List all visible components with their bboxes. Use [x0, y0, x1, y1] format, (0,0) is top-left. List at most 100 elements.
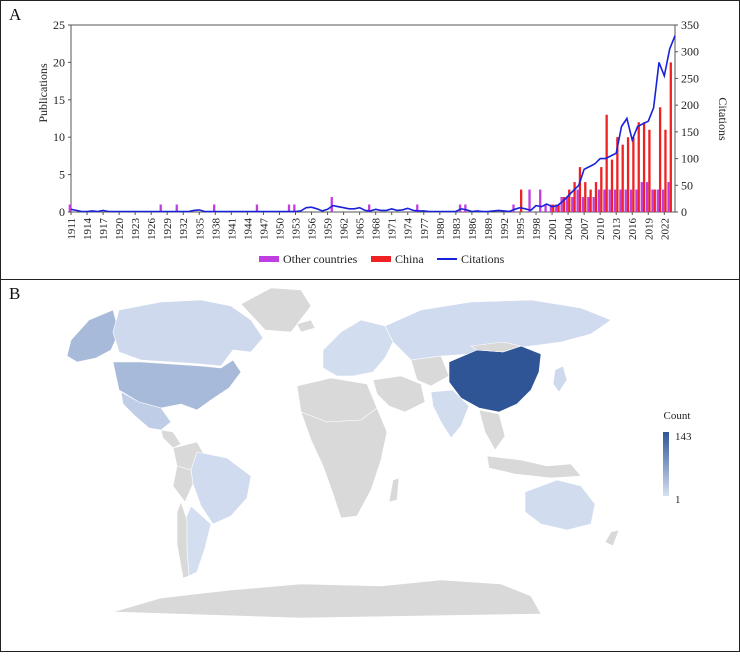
bar-other-countries: [571, 197, 574, 212]
region-peru: [172, 465, 194, 503]
y-axis-ticks: 0 5 10 15 20 25: [53, 18, 71, 219]
y2-tick-label: 250: [681, 71, 699, 85]
x-axis-ticks: 1911 1914 1917 1920 1923 1926 1929 1932 1935 1938…: [66, 212, 671, 240]
bar-china: [642, 122, 646, 212]
panel-a-label: A: [9, 5, 22, 24]
x-tick-label: 1938: [210, 218, 222, 241]
bar-china: [658, 107, 662, 212]
x-tick-label: 1965: [355, 218, 367, 241]
x-tick-label: 1920: [114, 218, 126, 241]
x-tick-label: 1926: [146, 218, 158, 241]
bar-other-countries: [667, 182, 670, 212]
legend-label-china: China: [395, 252, 424, 266]
map-legend-title: Count: [664, 410, 691, 422]
x-tick-label: 1986: [467, 218, 479, 241]
x-tick-label: 1995: [515, 218, 527, 241]
other-countries-bars: [68, 182, 670, 212]
y-tick-label: 15: [53, 93, 65, 107]
x-tick-label: 1944: [242, 218, 254, 241]
panel-b-label: B: [9, 284, 21, 303]
bar-china: [578, 167, 582, 212]
world-map: Count 143 1: [66, 287, 692, 619]
bar-other-countries: [287, 204, 291, 212]
x-tick-label: 1974: [403, 218, 415, 241]
bar-other-countries: [651, 189, 654, 212]
panel-a: A 0 5 10 15 20 25 0 50 100 150 200 250 300 350 1911 1…: [0, 0, 740, 280]
bar-other-countries: [603, 189, 606, 212]
x-tick-label: 1941: [226, 218, 238, 240]
bar-other-countries: [213, 204, 216, 212]
y2-tick-label: 50: [681, 178, 693, 192]
legend-label-other: Other countries: [283, 252, 358, 266]
y-tick-label: 0: [59, 205, 65, 219]
x-tick-label: 1911: [66, 218, 78, 240]
bar-china: [600, 167, 603, 212]
legend-label-citations: Citations: [461, 252, 505, 266]
x-tick-label: 1947: [258, 218, 270, 241]
bar-other-countries: [539, 189, 542, 212]
x-tick-label: 1971: [387, 218, 399, 240]
region-australia: [524, 479, 596, 531]
x-tick-label: 1983: [451, 218, 463, 241]
bar-other-countries: [555, 204, 558, 212]
x-tick-label: 1923: [130, 218, 142, 241]
x-tick-label: 1998: [531, 218, 543, 241]
bar-other-countries: [255, 204, 259, 212]
region-indonesia: [486, 455, 582, 479]
y2-tick-label: 100: [681, 152, 699, 166]
y2-axis-label: Citations: [716, 97, 730, 141]
legend-swatch-other: [259, 256, 279, 262]
bar-other-countries: [368, 204, 371, 212]
y-tick-label: 5: [59, 168, 65, 182]
y2-tick-label: 300: [681, 45, 699, 59]
bar-other-countries: [629, 189, 633, 212]
bar-china: [637, 122, 640, 212]
bar-china: [626, 137, 630, 212]
region-new-zealand: [604, 529, 620, 547]
bar-other-countries: [619, 189, 622, 212]
bar-other-countries: [293, 204, 296, 212]
region-madagascar: [388, 477, 400, 503]
bar-china: [584, 182, 587, 212]
x-tick-label: 2019: [643, 218, 655, 241]
y2-tick-label: 150: [681, 125, 699, 139]
bar-other-countries: [544, 204, 547, 212]
bar-other-countries: [635, 189, 638, 212]
x-tick-label: 1935: [194, 218, 206, 241]
region-iceland: [296, 319, 316, 333]
bar-other-countries: [68, 204, 71, 212]
x-tick-label: 2016: [627, 218, 639, 241]
bar-other-countries: [581, 197, 585, 212]
region-mongolia: [470, 341, 523, 353]
bar-other-countries: [565, 197, 569, 212]
y-axis-label: Publications: [36, 63, 50, 123]
x-tick-label: 1959: [323, 218, 335, 241]
bar-other-countries: [464, 204, 467, 212]
x-tick-label: 1932: [178, 218, 190, 240]
x-tick-label: 1992: [499, 218, 511, 240]
citations-series-line: [70, 35, 676, 213]
region-chile: [176, 501, 190, 579]
y-tick-label: 25: [53, 18, 65, 32]
bar-china: [653, 189, 656, 212]
bar-china: [669, 62, 672, 213]
bar-china: [610, 159, 614, 212]
map-legend-colorbar: [663, 432, 669, 496]
citations-line: [70, 35, 676, 213]
y2-axis-ticks: 0 50 100 150 200 250 300 350: [675, 18, 699, 219]
bar-other-countries: [613, 189, 617, 212]
region-africa: [300, 407, 388, 519]
plot-frame: [70, 24, 676, 213]
region-middle-east: [372, 375, 426, 413]
bar-other-countries: [645, 182, 649, 212]
region-brazil: [190, 451, 252, 525]
x-tick-label: 2022: [659, 218, 671, 240]
bar-other-countries: [662, 189, 665, 212]
x-tick-label: 2004: [563, 218, 575, 241]
bar-other-countries: [640, 182, 643, 212]
bar-china: [589, 189, 592, 212]
x-tick-label: 1980: [435, 218, 447, 241]
bar-china: [562, 197, 566, 212]
region-greenland: [240, 287, 312, 333]
bar-other-countries: [624, 189, 627, 212]
